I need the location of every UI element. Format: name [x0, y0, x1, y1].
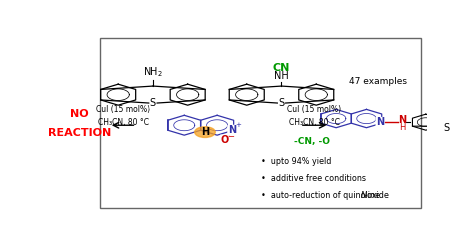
Text: N: N: [360, 191, 366, 200]
Text: +: +: [235, 123, 241, 128]
Text: CuI (15 mol%): CuI (15 mol%): [288, 104, 342, 114]
Circle shape: [195, 127, 215, 137]
Text: REACTION: REACTION: [48, 128, 111, 138]
Text: CH₃CN, 80 °C: CH₃CN, 80 °C: [98, 118, 149, 127]
Text: S: S: [150, 98, 156, 108]
FancyBboxPatch shape: [100, 38, 421, 208]
Text: N: N: [398, 115, 406, 125]
Text: S: S: [444, 123, 450, 133]
Text: CuI (15 mol%): CuI (15 mol%): [97, 104, 151, 114]
Text: O: O: [220, 135, 228, 145]
Text: −: −: [228, 132, 235, 141]
Text: NH: NH: [274, 71, 289, 81]
Text: H: H: [201, 127, 209, 137]
Text: S: S: [278, 98, 284, 108]
Text: CH₃CN, 80 °C: CH₃CN, 80 °C: [289, 118, 340, 127]
Text: -oxide: -oxide: [365, 191, 390, 200]
Text: -CN, -O: -CN, -O: [294, 137, 330, 146]
Text: NH$_2$: NH$_2$: [143, 65, 163, 79]
Text: •  additive free conditions: • additive free conditions: [261, 174, 365, 183]
Text: N: N: [376, 117, 384, 127]
Text: •  auto-reduction of quinoline: • auto-reduction of quinoline: [261, 191, 382, 200]
Text: H: H: [399, 124, 405, 132]
Text: NO: NO: [70, 109, 89, 119]
Text: CN: CN: [273, 63, 290, 73]
Text: N: N: [228, 125, 236, 135]
Text: 47 examples: 47 examples: [349, 77, 407, 86]
Text: •  upto 94% yield: • upto 94% yield: [261, 157, 331, 166]
